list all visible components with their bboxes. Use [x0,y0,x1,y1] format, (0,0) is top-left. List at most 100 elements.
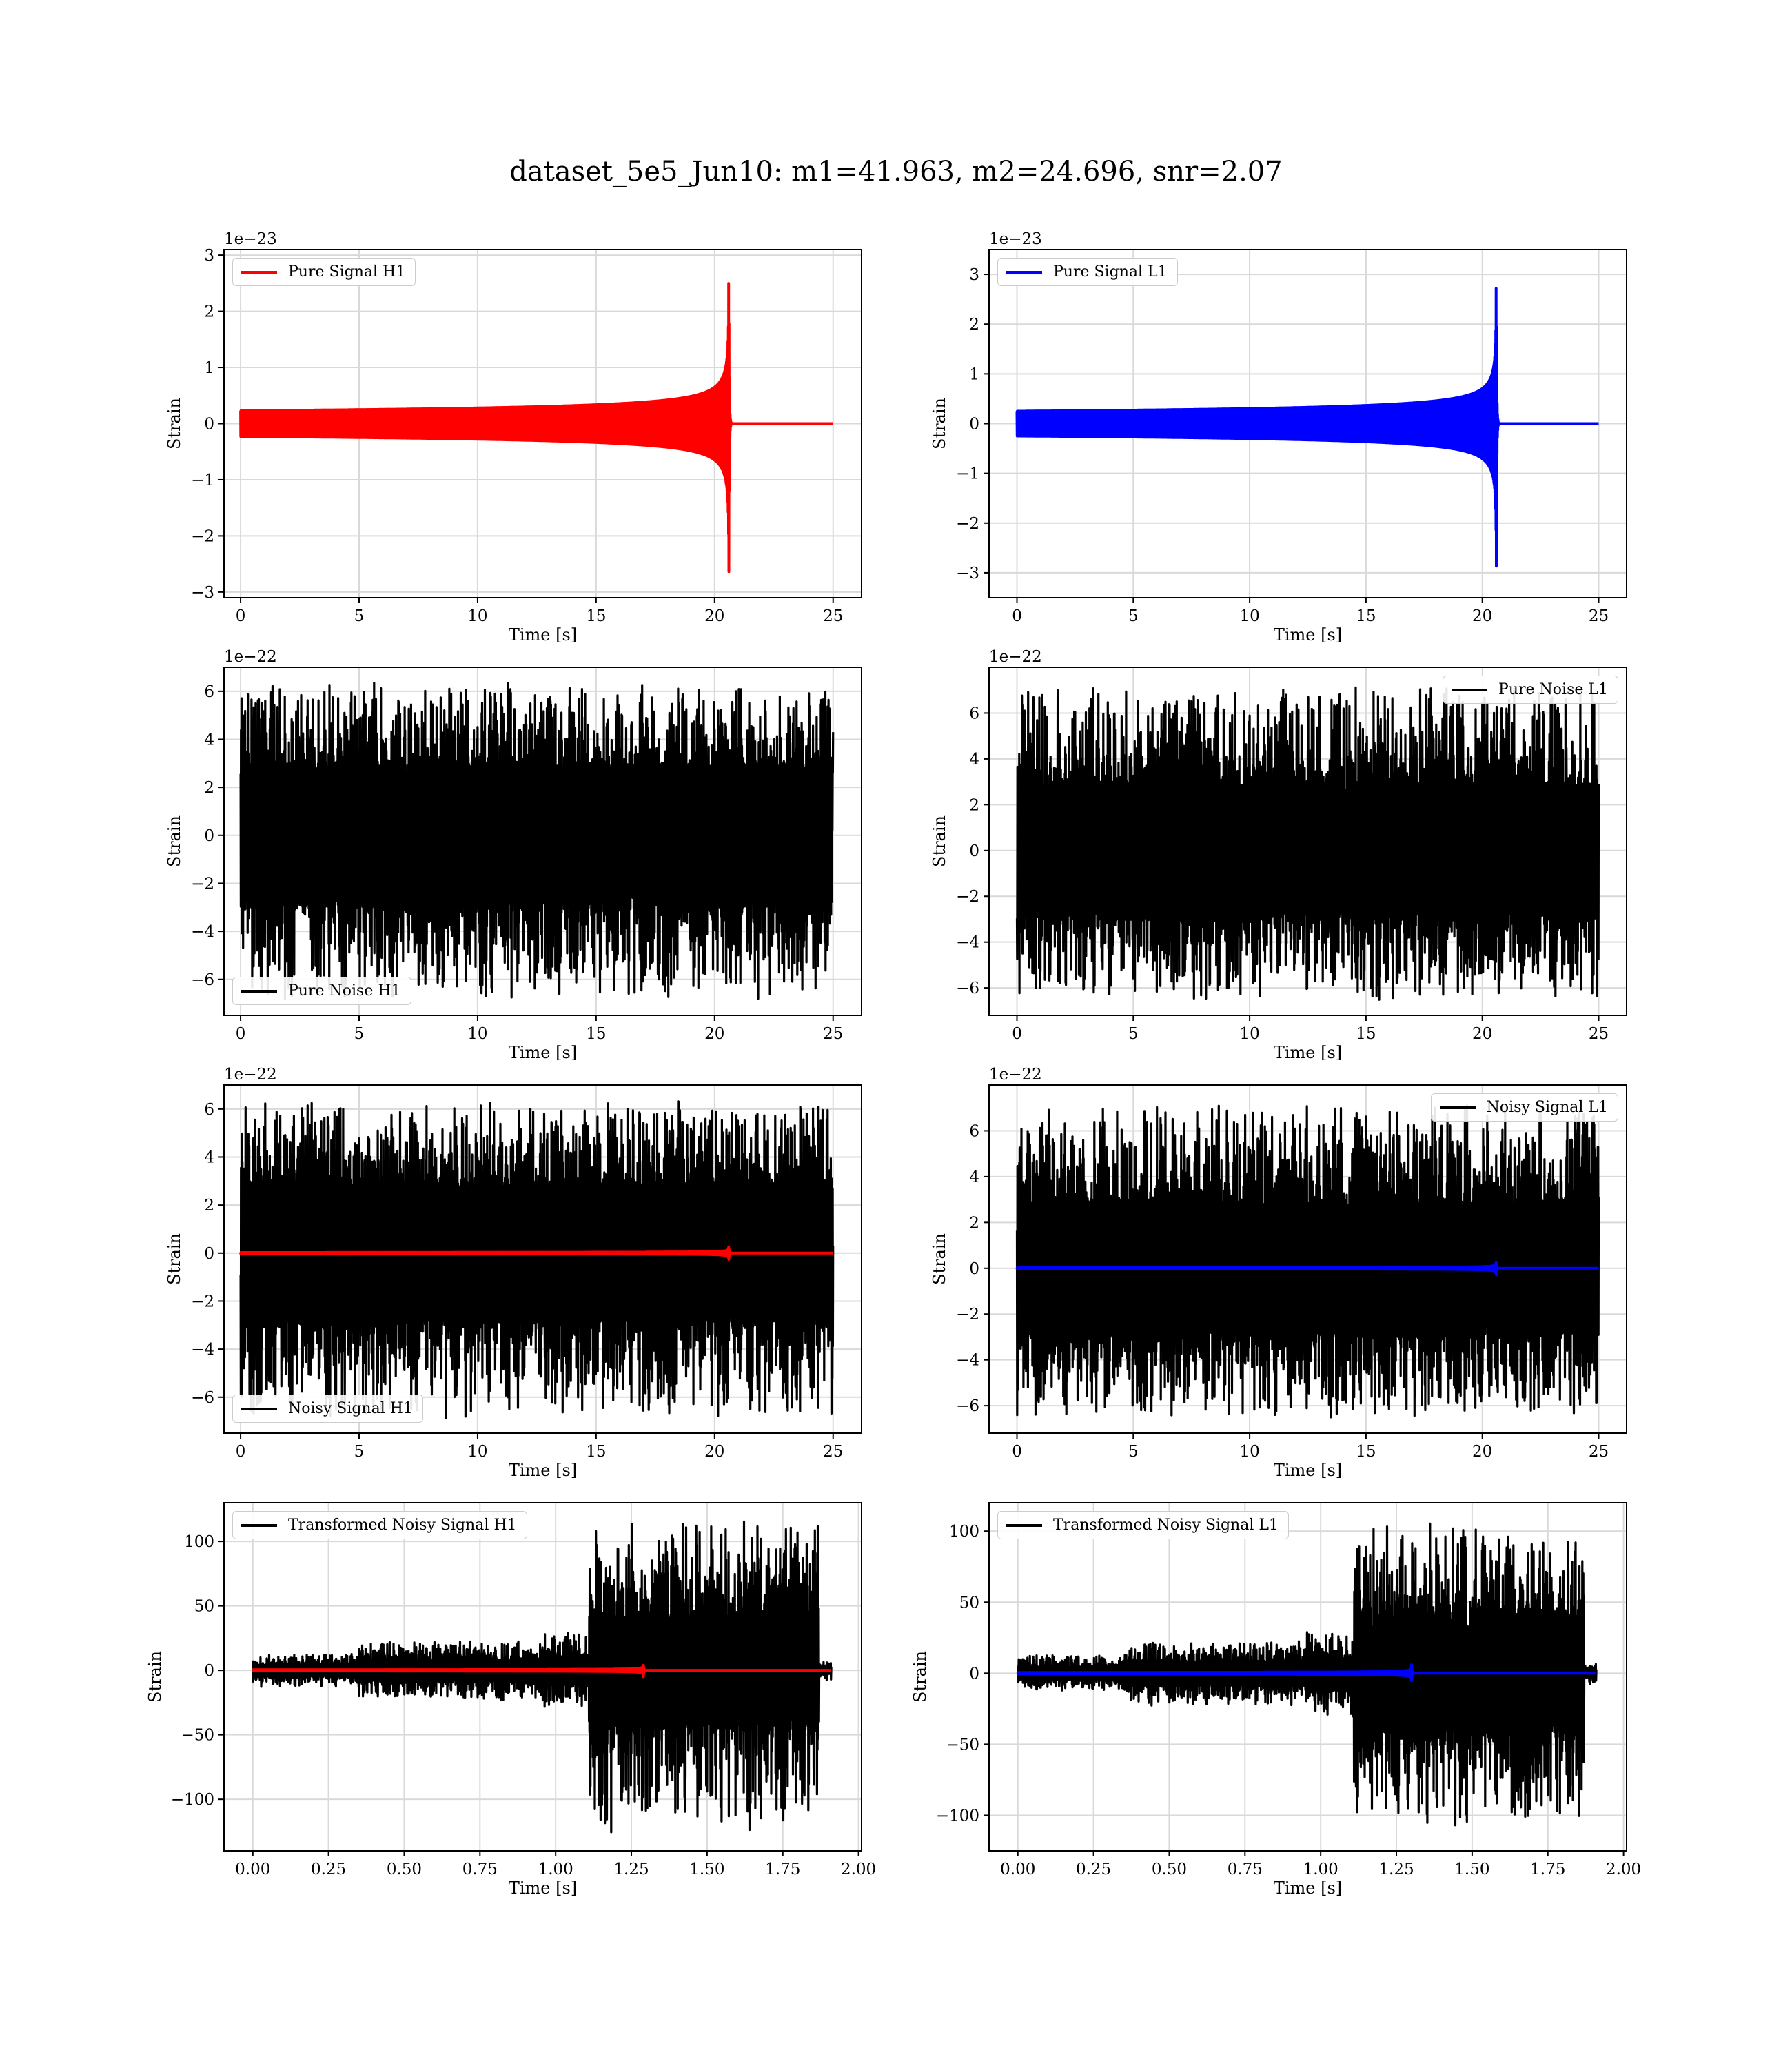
y-tick-label: 6 [969,1122,979,1140]
x-tick-label: 15 [586,1443,606,1461]
y-tick-label: 4 [204,1148,214,1166]
legend-swatch [241,270,277,274]
x-tick-label: 0.25 [1076,1861,1111,1878]
y-tick-label: −100 [171,1791,214,1809]
y-tick-label: −1 [956,465,979,483]
y-tick-label: 0 [204,827,214,845]
x-tick-label: 20 [1472,1443,1492,1461]
x-axis-label: Time [s] [509,1878,577,1898]
y-axis-label: Strain [930,1233,949,1285]
x-tick-label: 15 [586,1025,606,1043]
x-tick-label: 10 [1239,1025,1259,1043]
x-tick-label: 0.00 [235,1861,270,1878]
x-tick-label: 10 [1239,1443,1259,1461]
series-line-noise [1015,1104,1600,1419]
y-tick-label: −100 [936,1807,979,1825]
series-line-noise [239,1100,835,1420]
y-axis-label: Strain [165,1233,184,1285]
y-tick-label: 100 [184,1533,214,1551]
legend-swatch [1006,270,1042,274]
y-tick-label: −4 [191,923,214,941]
y-tick-label: −2 [191,527,214,545]
x-tick-label: 20 [1472,1025,1492,1043]
x-tick-label: 2.00 [1606,1861,1640,1878]
x-tick-label: 0.50 [387,1861,422,1878]
x-tick-label: 10 [467,1443,487,1461]
x-tick-label: 15 [586,607,606,625]
x-axis-label: Time [s] [1274,1461,1342,1480]
y-tick-label: −6 [956,980,979,997]
x-tick-label: 5 [1128,607,1139,625]
x-tick-label: 0.25 [311,1861,346,1878]
offset-text: 1e−22 [989,1066,1042,1084]
legend-label: Pure Noise H1 [288,982,401,1000]
chart-transformed-noisy-signal-l1: 0.00 0.25 0.50 0.75 1.00 1.25 1.50 1.75 2.00 −100… [910,1502,1640,1898]
legend: Noisy Signal H1 [232,1395,423,1423]
y-tick-label: −6 [191,1389,214,1407]
y-tick-label: 4 [969,1168,979,1186]
y-tick-label: 2 [969,796,979,814]
legend: Pure Noise H1 [232,977,411,1005]
legend-swatch [1452,688,1488,691]
y-tick-label: −3 [191,584,214,602]
offset-text: 1e−23 [224,230,277,248]
x-axis-label: Time [s] [1274,1878,1342,1898]
y-tick-label: −2 [191,1292,214,1310]
legend: Pure Noise L1 [1443,676,1618,704]
x-tick-label: 0 [1012,607,1022,625]
x-tick-label: 1.75 [765,1861,800,1878]
x-tick-label: 10 [467,1025,487,1043]
legend-label: Pure Signal L1 [1053,263,1168,281]
legend-swatch [241,989,277,993]
x-tick-label: 1.50 [689,1861,724,1878]
y-tick-label: 50 [959,1594,979,1612]
legend: Pure Signal H1 [232,258,416,286]
x-axis-label: Time [s] [1274,625,1342,645]
legend: Noisy Signal L1 [1430,1093,1618,1122]
legend-label: Transformed Noisy Signal L1 [1053,1517,1279,1534]
offset-text: 1e−22 [224,1066,277,1084]
y-axis-label: Strain [165,815,184,867]
x-tick-label: 10 [1239,607,1259,625]
y-tick-label: 0 [204,416,214,434]
x-tick-label: 25 [1589,1443,1609,1461]
x-tick-label: 25 [1589,607,1609,625]
legend: Pure Signal L1 [997,258,1178,286]
y-tick-label: 2 [204,779,214,797]
axes-frame [223,667,862,1016]
legend-label: Transformed Noisy Signal H1 [288,1517,517,1534]
x-axis-label: Time [s] [509,1043,577,1062]
axes-frame [223,1502,862,1852]
y-tick-label: −50 [946,1736,979,1754]
y-tick-label: 4 [204,731,214,749]
legend-swatch [241,1523,277,1527]
legend-label: Noisy Signal H1 [288,1400,413,1417]
y-axis-label: Strain [165,398,184,449]
y-tick-label: −6 [191,971,214,989]
y-tick-label: 6 [969,704,979,722]
y-tick-label: −4 [956,1352,979,1370]
y-tick-label: 2 [204,1197,214,1215]
x-tick-label: 0.50 [1152,1861,1187,1878]
x-tick-label: 5 [1128,1443,1139,1461]
chart-transformed-noisy-signal-h1: 0.00 0.25 0.50 0.75 1.00 1.25 1.50 1.75 2.00 −100… [145,1502,875,1898]
series-line-chirp [1016,1663,1598,1682]
x-axis-label: Time [s] [509,1461,577,1480]
y-tick-label: 2 [969,1214,979,1232]
x-tick-label: 0 [236,607,246,625]
x-tick-label: 5 [354,607,365,625]
offset-text: 1e−22 [224,648,277,666]
legend-swatch [241,1407,277,1410]
legend-label: Pure Signal H1 [288,263,406,281]
x-tick-label: 15 [1356,607,1376,625]
y-tick-label: −2 [956,888,979,906]
y-tick-label: −2 [191,875,214,893]
y-axis-label: Strain [930,815,949,867]
x-tick-label: 1.25 [1378,1861,1414,1878]
axes-frame [988,667,1627,1016]
series-line-whitened [1017,1522,1598,1827]
x-tick-label: 15 [1356,1443,1376,1461]
y-tick-label: 0 [969,416,979,434]
offset-text: 1e−23 [989,230,1042,248]
